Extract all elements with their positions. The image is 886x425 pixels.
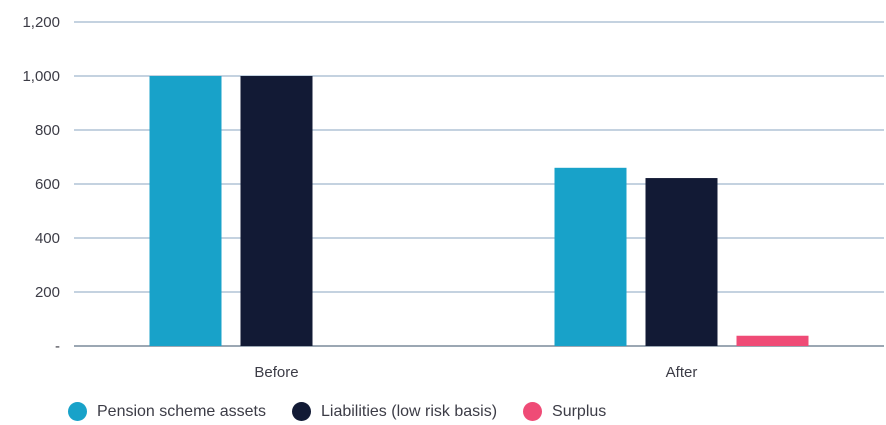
y-axis-ticks: - 200 400 600 800 1,000 1,200	[22, 14, 60, 355]
y-tick-label-200: 200	[35, 284, 60, 301]
x-axis-ticks: Before After	[254, 364, 697, 381]
y-tick-label-800: 800	[35, 122, 60, 139]
bar-before-0	[149, 76, 222, 346]
legend: Pension scheme assets Liabilities (low r…	[68, 402, 632, 421]
y-tick-label-600: 600	[35, 176, 60, 193]
y-tick-label-1200: 1,200	[22, 14, 60, 31]
bar-after-1	[645, 178, 718, 346]
legend-label-liabilities: Liabilities (low risk basis)	[320, 402, 498, 420]
y-tick-label-400: 400	[35, 230, 60, 247]
legend-swatch-liabilities	[291, 402, 311, 421]
bar-before-1	[240, 76, 313, 346]
legend-item-surplus: Surplus	[523, 402, 606, 421]
y-tick-label-1000: 1,000	[22, 68, 60, 85]
legend-swatch-pension-scheme-assets	[68, 402, 87, 421]
bar-after-0	[554, 167, 627, 346]
legend-label-pension-scheme-assets: Pension scheme assets	[97, 402, 266, 420]
legend-swatch-surplus	[523, 402, 543, 421]
legend-label-surplus: Surplus	[552, 402, 607, 420]
bars	[149, 76, 809, 346]
legend-item-liabilities: Liabilities (low risk basis)	[291, 402, 498, 421]
bar-chart: - 200 400 600 800 1,000 1,200 Before After	[22, 14, 884, 381]
bar-after-2	[736, 335, 809, 346]
y-tick-label-0: -	[55, 338, 60, 355]
x-tick-label-after: After	[666, 364, 698, 381]
legend-item-pension-scheme-assets: Pension scheme assets	[68, 402, 266, 421]
x-tick-label-before: Before	[254, 364, 298, 381]
